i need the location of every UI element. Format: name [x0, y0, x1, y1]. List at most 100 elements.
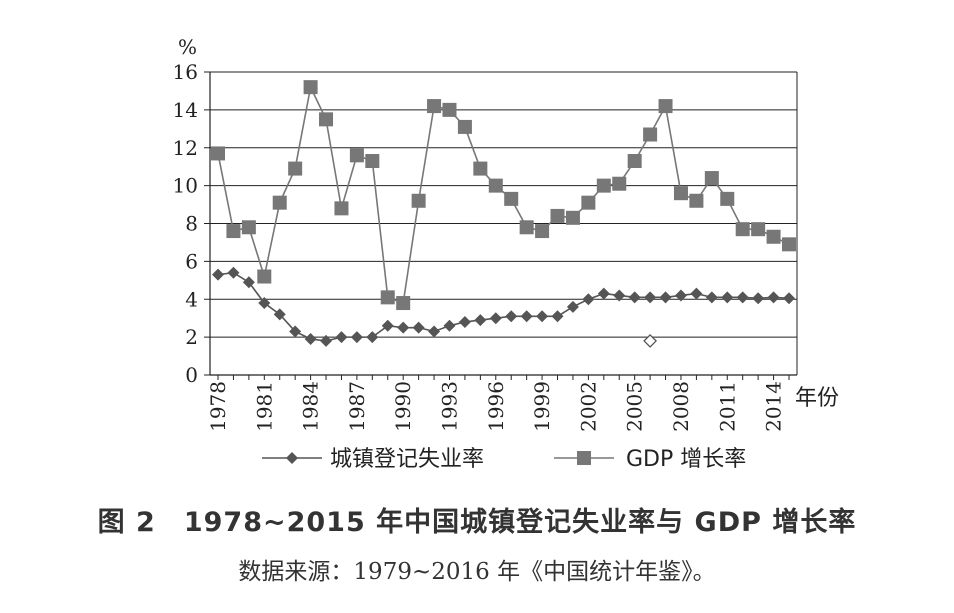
- square-marker: [211, 146, 225, 161]
- x-tick-label: 2002: [576, 381, 600, 432]
- square-marker: [334, 201, 349, 216]
- x-tick-label: 1978: [206, 381, 230, 432]
- y-tick-label: 8: [185, 212, 198, 236]
- square-marker: [241, 220, 256, 235]
- x-tick-label: 1993: [437, 381, 461, 432]
- legend: 城镇登记失业率 GDP 增长率: [262, 447, 746, 472]
- x-tick-label: 2014: [762, 381, 786, 432]
- series-square: [211, 80, 796, 311]
- diamond-marker: [412, 321, 425, 334]
- x-tick-label: 1987: [345, 381, 369, 432]
- gridlines: [210, 71, 797, 338]
- square-marker: [457, 119, 472, 134]
- figure-title: 图 2 1978~2015 年中国城镇登记失业率与 GDP 增长率: [97, 507, 857, 538]
- diamond-marker: [613, 289, 626, 302]
- diamond-marker: [783, 292, 795, 305]
- diamond-marker: [212, 268, 224, 281]
- legend-label: GDP 增长率: [626, 447, 746, 472]
- diamond-marker: [381, 319, 394, 332]
- square-marker: [550, 208, 565, 223]
- diamond-marker: [350, 331, 363, 344]
- square-marker: [689, 193, 704, 208]
- y-tick-label: 16: [173, 60, 198, 84]
- square-marker: [257, 269, 272, 284]
- x-axis-label: 年份: [795, 386, 839, 411]
- diamond-marker: [566, 300, 579, 313]
- square-marker: [272, 195, 287, 210]
- diamond-marker: [628, 291, 641, 304]
- x-tick-label: 1984: [299, 381, 323, 432]
- diamond-marker: [705, 291, 718, 304]
- y-tick-label: 12: [173, 136, 198, 160]
- legend-label: 城镇登记失业率: [330, 447, 484, 472]
- square-marker: [396, 296, 411, 311]
- square-marker: [473, 161, 488, 176]
- x-tick-label: 1996: [484, 381, 508, 432]
- square-marker: [643, 127, 658, 142]
- square-marker: [226, 224, 241, 239]
- square-marker: [658, 99, 673, 114]
- diamond-marker: [320, 334, 333, 347]
- square-marker: [427, 99, 442, 114]
- diamond-marker: [335, 331, 348, 344]
- diamond-marker: [289, 325, 302, 338]
- diamond-marker: [767, 291, 780, 304]
- x-tick-label: 2005: [623, 381, 647, 432]
- y-tick-label: 6: [185, 249, 198, 273]
- square-marker: [627, 154, 642, 169]
- y-tick-label: 0: [185, 363, 198, 387]
- series-diamond: [212, 266, 795, 347]
- square-marker: [519, 220, 534, 235]
- diamond-marker: [286, 452, 298, 464]
- square-marker: [751, 222, 766, 237]
- square-marker: [720, 191, 735, 206]
- diamond-marker: [644, 291, 657, 304]
- x-tick-label: 2011: [715, 381, 739, 432]
- diamond-marker: [520, 310, 533, 323]
- diamond-marker: [474, 314, 487, 327]
- diamond-marker: [458, 315, 471, 328]
- diamond-marker: [536, 310, 549, 323]
- diamond-marker: [489, 312, 502, 325]
- hollow-diamond-marker: [643, 333, 658, 348]
- diamond-marker: [428, 325, 441, 338]
- diamond-marker: [659, 291, 672, 304]
- diamond-marker: [721, 291, 734, 304]
- square-marker: [488, 178, 503, 193]
- diamond-marker: [674, 289, 687, 302]
- diamond-marker: [304, 333, 317, 346]
- x-tick-label: 2008: [669, 381, 693, 432]
- square-marker: [303, 80, 318, 95]
- square-marker: [288, 161, 303, 176]
- diamond-marker: [227, 266, 240, 279]
- diamond-marker: [582, 293, 595, 306]
- diamond-marker: [752, 292, 765, 305]
- x-tick-label: 1981: [252, 381, 276, 432]
- square-marker: [704, 171, 719, 186]
- square-marker: [782, 237, 796, 252]
- diamond-marker: [443, 319, 456, 332]
- x-tick-labels: 1978 1981 1984 1987 1990 1993 1996 1999 2002 2005…: [206, 381, 786, 432]
- x-tick-label: 1999: [530, 381, 554, 432]
- square-marker: [535, 224, 550, 239]
- square-marker: [612, 176, 627, 191]
- square-marker: [766, 229, 781, 244]
- square-marker: [380, 290, 395, 305]
- diamond-marker: [366, 331, 379, 344]
- diamond-marker: [690, 287, 703, 300]
- diamond-marker: [736, 291, 749, 304]
- diamond-marker: [242, 276, 255, 289]
- square-marker: [735, 222, 750, 237]
- square-marker: [411, 193, 426, 208]
- y-tick-label: 14: [173, 98, 198, 122]
- axes: [204, 71, 798, 380]
- diamond-marker: [258, 297, 271, 310]
- square-marker: [565, 210, 580, 225]
- square-marker: [504, 191, 519, 206]
- y-tick-label: 10: [173, 174, 198, 198]
- x-tick-label: 1990: [391, 381, 415, 432]
- square-marker: [581, 195, 596, 210]
- square-marker: [577, 451, 591, 465]
- series-line: [217, 271, 790, 342]
